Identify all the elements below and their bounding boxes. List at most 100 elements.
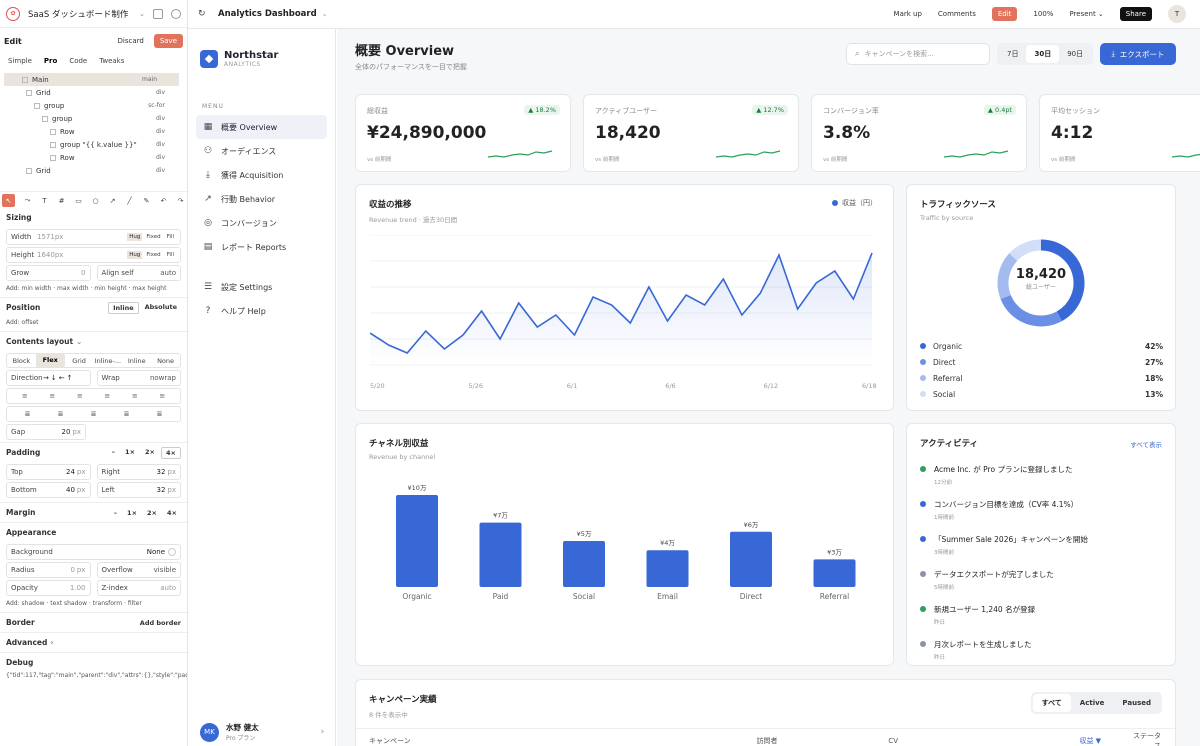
sidebar-item[interactable]: ⚇ オーディエンス <box>196 139 327 163</box>
justify-icon[interactable]: ≣ <box>24 410 31 418</box>
sidebar-item[interactable]: ▦ 概要 Overview <box>196 115 327 139</box>
activity-item[interactable]: 月次レポートを生成しました 昨日 <box>920 639 1164 661</box>
tab-code[interactable]: Code <box>69 57 88 65</box>
filter-option[interactable]: Active <box>1079 699 1105 707</box>
sidebar-item[interactable]: ◎ コンバージョン <box>196 211 327 235</box>
bar-direct[interactable] <box>730 531 772 587</box>
justify-icon[interactable]: ≣ <box>90 410 97 418</box>
opacity-value[interactable]: 1.00 <box>69 584 86 592</box>
donut-slice-organic[interactable] <box>1040 239 1085 322</box>
search-box[interactable]: ⌕ キャンペーンを検索... <box>846 43 990 65</box>
line-tool-icon[interactable]: ╱ <box>127 196 132 205</box>
direction-arrows-icon[interactable]: →↓←↑ <box>43 374 75 382</box>
justify-icon[interactable]: ≣ <box>57 410 64 418</box>
opacity-field[interactable]: Opacity 1.00 <box>6 580 91 596</box>
tree-node[interactable]: Row div <box>0 151 187 164</box>
donut-slice-direct[interactable] <box>1000 294 1062 327</box>
sizing-hint[interactable]: Add: min width · max width · min height … <box>6 285 167 292</box>
pen-tool-icon[interactable]: ⤳ <box>24 196 31 204</box>
chevron-down-icon[interactable]: ⌄ <box>321 10 328 18</box>
position-absolute[interactable]: Absolute <box>144 302 177 311</box>
share-button[interactable]: Share <box>1119 7 1152 21</box>
align-icon[interactable]: ≡ <box>76 392 83 400</box>
height-value[interactable]: 1640px <box>37 251 64 259</box>
ellipse-tool-icon[interactable]: ○ <box>92 196 99 205</box>
sidebar-item[interactable]: ? ヘルプ Help <box>196 299 327 323</box>
range-option[interactable]: 90日 <box>1067 50 1084 58</box>
save-button[interactable]: Save <box>153 34 183 48</box>
background-value[interactable]: None <box>146 548 165 556</box>
view-all-link[interactable]: すべて表示 <box>1130 441 1162 449</box>
height-hug[interactable]: Hug <box>127 251 143 259</box>
rect-tool-icon[interactable]: ▭ <box>75 196 82 205</box>
color-swatch-icon[interactable] <box>168 548 176 556</box>
markup-button[interactable]: Mark up <box>893 10 922 18</box>
zoom-level[interactable]: 100% <box>1033 10 1054 18</box>
tree-node[interactable]: Grid div <box>0 164 187 177</box>
layout-icon[interactable] <box>153 8 163 19</box>
tree-node[interactable]: Main main <box>4 73 179 86</box>
padding-mult-option[interactable]: – <box>111 447 116 456</box>
margin-mult-option[interactable]: – <box>113 508 118 517</box>
refresh-icon[interactable]: ↻ <box>198 9 206 19</box>
justify-icon[interactable]: ≣ <box>123 410 130 418</box>
width-hug[interactable]: Hug <box>127 233 143 241</box>
z-index-value[interactable]: auto <box>160 584 176 592</box>
column-header[interactable]: CV <box>888 736 899 745</box>
brand[interactable]: Northstar ANALYTICS <box>188 37 335 81</box>
chevron-down-icon[interactable]: ⌄ <box>76 337 83 346</box>
padding-mult-option[interactable]: 1× <box>125 447 136 456</box>
align-icon[interactable]: ≡ <box>104 392 111 400</box>
radius-field[interactable]: Radius 0 px <box>6 562 91 578</box>
sidebar-item[interactable]: ☰ 設定 Settings <box>196 275 327 299</box>
background-field[interactable]: Background None <box>6 544 181 560</box>
project-title[interactable]: SaaS ダッシュボード制作 <box>28 9 129 20</box>
add-border-button[interactable]: Add border <box>139 618 181 627</box>
comments-button[interactable]: Comments <box>937 10 976 18</box>
align-icon[interactable]: ≡ <box>159 392 166 400</box>
tree-node[interactable]: group div <box>0 112 187 125</box>
padding-top-value[interactable]: 24 <box>65 468 75 476</box>
wrap-value[interactable]: nowrap <box>149 374 176 382</box>
padding-mult-option[interactable]: 2× <box>145 447 156 456</box>
arrow-tool-icon[interactable]: ↗ <box>109 196 116 205</box>
wrap-field[interactable]: Wrap nowrap <box>96 370 181 386</box>
chevron-down-icon[interactable]: ⌄ <box>139 9 145 18</box>
column-header[interactable]: ステータス <box>1133 731 1162 746</box>
layout-mode-option[interactable]: Flex <box>35 354 65 367</box>
tab-simple[interactable]: Simple <box>8 57 32 65</box>
direction-field[interactable]: Direction →↓←↑ <box>6 370 91 386</box>
sidebar-item[interactable]: ▤ レポート Reports <box>196 235 327 259</box>
user-profile[interactable]: MK 水野 健太 Pro プラン › <box>200 722 324 742</box>
filter-option[interactable]: Paused <box>1122 699 1151 707</box>
activity-item[interactable]: 「Summer Sale 2026」キャンペーンを開始 3時間前 <box>920 534 1164 556</box>
present-button[interactable]: Present ⌄ <box>1069 10 1104 18</box>
padding-right-value[interactable]: 32 <box>156 468 166 476</box>
range-option[interactable]: 30日 <box>1026 45 1060 63</box>
align-icon[interactable]: ≡ <box>21 392 28 400</box>
donut-slice-social[interactable] <box>1009 239 1042 261</box>
bar-referral[interactable] <box>813 559 856 587</box>
activity-item[interactable]: データエクスポートが完了しました 5時間前 <box>920 569 1164 591</box>
search-input[interactable]: キャンペーンを検索... <box>864 50 934 58</box>
gap-value[interactable]: 20 <box>61 428 71 436</box>
align-icon[interactable]: ≡ <box>49 392 56 400</box>
radius-value[interactable]: 0 <box>70 566 75 574</box>
padding-mult-option[interactable]: 4× <box>161 446 181 459</box>
tree-node[interactable]: group sc-for <box>0 99 187 112</box>
activity-item[interactable]: コンバージョン目標を達成（CV率 4.1%） 1時間前 <box>920 499 1164 521</box>
overflow-value[interactable]: visible <box>153 566 176 574</box>
width-value[interactable]: 1571px <box>37 233 64 241</box>
filter-option[interactable]: すべて <box>1032 694 1071 712</box>
export-button[interactable]: ⤓ エクスポート <box>1100 43 1176 65</box>
column-header[interactable]: 訪問者 <box>756 736 778 745</box>
grow-field[interactable]: Grow 0 <box>6 265 91 281</box>
margin-mult-option[interactable]: 4× <box>167 508 177 517</box>
bar-email[interactable] <box>646 550 689 587</box>
sidebar-item[interactable]: ↗ 行動 Behavior <box>196 187 327 211</box>
layout-mode-option[interactable]: Grid <box>72 356 86 365</box>
gap-field[interactable]: Gap 20 px <box>6 424 86 440</box>
margin-mult-option[interactable]: 2× <box>147 508 158 517</box>
height-fixed[interactable]: Fixed <box>146 252 161 258</box>
layout-mode-option[interactable]: None <box>157 356 175 365</box>
